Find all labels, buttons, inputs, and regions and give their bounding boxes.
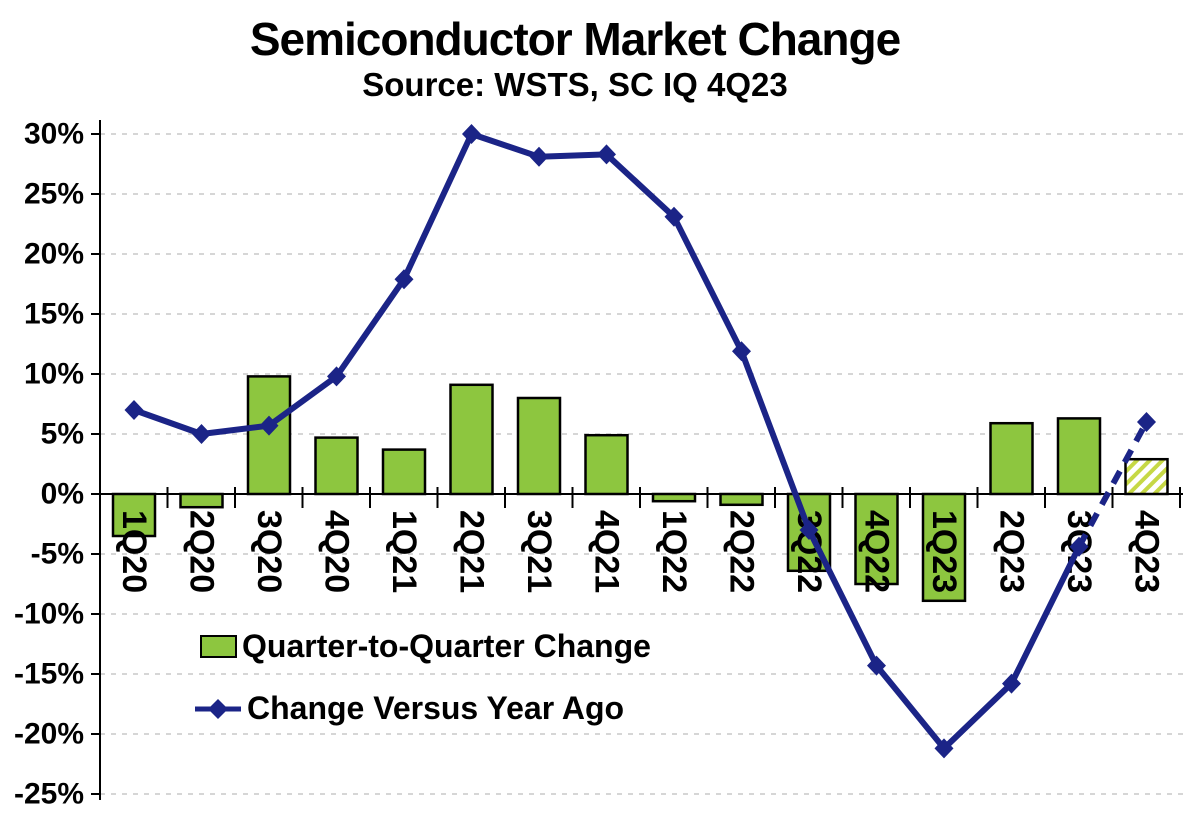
line-marker-3Q23 xyxy=(1069,536,1089,557)
bar-1Q21 xyxy=(381,448,427,496)
line-marker-4Q22 xyxy=(867,655,886,676)
x-label-4Q22: 4Q22 xyxy=(858,510,896,593)
legend-bar-swatch-icon xyxy=(200,635,237,658)
bar-4Q20 xyxy=(314,436,359,496)
chart-title: Semiconductor Market Change xyxy=(249,13,901,65)
y-tick-label: 5% xyxy=(41,418,84,451)
x-label-2Q21: 2Q21 xyxy=(453,510,491,593)
line-marker-4Q21 xyxy=(597,144,616,165)
bar-1Q22 xyxy=(651,492,697,503)
bar-1Q20 xyxy=(111,492,157,538)
x-label-1Q20: 1Q20 xyxy=(115,510,153,593)
y-tick-label: 10% xyxy=(24,358,84,391)
y-tick-label: 20% xyxy=(24,238,84,271)
axes xyxy=(99,120,1183,800)
y-tick-label: -5% xyxy=(31,538,84,571)
legend-line-label: Change Versus Year Ago xyxy=(247,690,625,726)
line-marker-1Q23 xyxy=(934,738,954,759)
line-marker-1Q22 xyxy=(664,206,684,227)
bar-4Q22 xyxy=(854,492,899,586)
y-tick-label: 30% xyxy=(24,118,84,151)
line-series xyxy=(124,124,1156,759)
bar-3Q23 xyxy=(1056,417,1102,496)
line-marker-4Q20 xyxy=(327,366,346,387)
y-tick-label: 0% xyxy=(41,478,84,511)
x-label-4Q20: 4Q20 xyxy=(318,510,356,593)
x-label-1Q21: 1Q21 xyxy=(385,510,423,593)
legend-item-bar: Quarter-to-Quarter Change xyxy=(200,628,651,665)
x-label-2Q20: 2Q20 xyxy=(183,510,221,593)
x-label-1Q22: 1Q22 xyxy=(655,510,693,593)
bar-2Q21 xyxy=(449,383,494,496)
legend-line-marker-icon xyxy=(195,698,241,719)
y-tick-label: -10% xyxy=(14,598,84,631)
line-marker-2Q22 xyxy=(732,341,751,362)
line-marker-1Q21 xyxy=(394,269,414,290)
x-label-1Q23: 1Q23 xyxy=(925,510,963,593)
bar-3Q21 xyxy=(516,396,562,496)
y-tick-label: 25% xyxy=(24,178,84,211)
x-label-4Q21: 4Q21 xyxy=(588,510,626,593)
line-marker-2Q20 xyxy=(192,424,211,444)
line-marker-2Q23 xyxy=(1002,673,1021,694)
bar-4Q23-forecast xyxy=(1124,457,1169,496)
line-marker-3Q22 xyxy=(799,520,819,540)
line-marker-1Q20 xyxy=(124,400,144,420)
line-path xyxy=(131,131,1082,752)
line-marker-2Q21 xyxy=(462,124,481,144)
y-tick-label: -20% xyxy=(14,718,84,751)
bar-2Q22 xyxy=(719,492,764,507)
chart-subtitle: Source: WSTS, SC IQ 4Q23 xyxy=(362,66,788,103)
line-marker-3Q21 xyxy=(529,146,549,167)
y-axis-labels: 30% 25% 20% 15% 10% 5% 0% -5% -10% -15% -20% -25% xyxy=(14,118,84,811)
x-label-2Q22: 2Q22 xyxy=(723,510,761,593)
line-marker-4Q23 xyxy=(1137,412,1156,432)
bar-2Q20 xyxy=(179,492,224,509)
x-label-4Q23: 4Q23 xyxy=(1128,510,1166,593)
bar-2Q23 xyxy=(989,421,1034,496)
x-label-3Q20: 3Q20 xyxy=(250,510,288,593)
legend-item-line: Change Versus Year Ago xyxy=(194,690,624,727)
y-tick-label: 15% xyxy=(24,298,84,331)
x-label-2Q23: 2Q23 xyxy=(993,510,1031,593)
x-axis-labels: 1Q20 2Q20 3Q20 4Q20 1Q21 2Q21 3Q21 4Q21 1Q22 2Q22… xyxy=(115,510,1166,593)
line-marker-3Q20 xyxy=(259,415,279,436)
x-label-3Q21: 3Q21 xyxy=(520,510,558,593)
y-tick-label: -25% xyxy=(14,778,84,811)
bar-4Q21 xyxy=(584,433,629,496)
y-tick-label: -15% xyxy=(14,658,84,691)
legend-bar-label: Quarter-to-Quarter Change xyxy=(242,628,651,664)
